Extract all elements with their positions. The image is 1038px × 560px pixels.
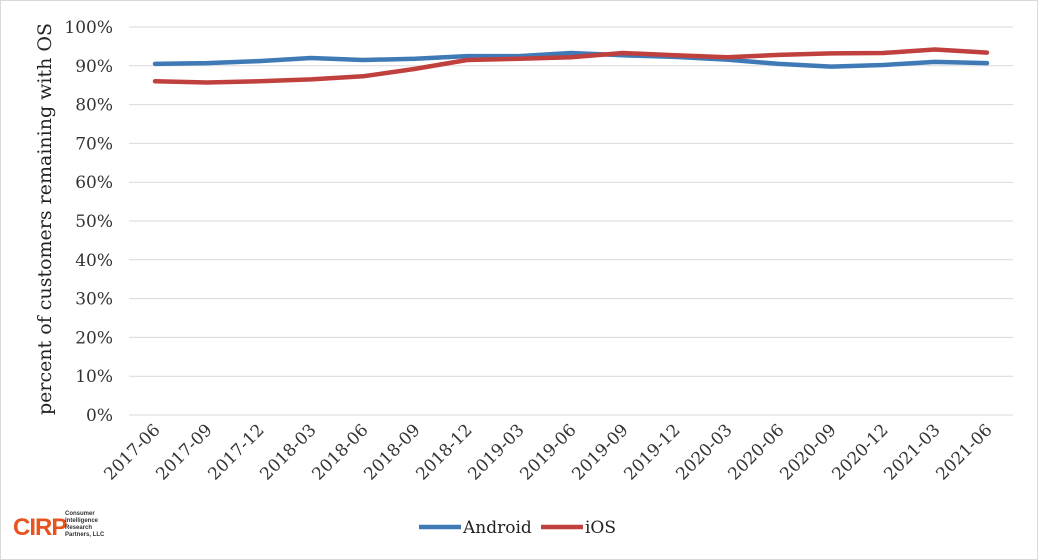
- series-line-android: [152, 50, 990, 69]
- y-tick-label: 60%: [75, 173, 113, 193]
- y-tick-label: 90%: [75, 57, 113, 77]
- y-tick-label: 50%: [75, 212, 113, 232]
- x-tick-label: 2020-03: [672, 420, 736, 484]
- logo-subtext-4: Partners, LLC: [65, 532, 105, 538]
- x-tick-label: 2017-06: [100, 420, 164, 484]
- x-tick-label: 2020-09: [776, 420, 840, 484]
- y-tick-label: 100%: [64, 18, 113, 38]
- logo-subtext-3: Research: [65, 525, 92, 531]
- series-line-ios: [152, 47, 990, 85]
- y-tick-label: 80%: [75, 96, 113, 116]
- y-tick-label: 10%: [75, 367, 113, 387]
- x-tick-label: 2020-12: [828, 420, 892, 484]
- x-tick-label: 2020-06: [724, 420, 788, 484]
- cirp-logo: CIRP Consumer Intelligence Research Part…: [13, 511, 105, 541]
- y-tick-label: 0%: [86, 406, 113, 426]
- x-tick-label: 2018-06: [308, 420, 372, 484]
- x-tick-label: 2018-09: [360, 420, 424, 484]
- x-tick-label: 2021-03: [880, 420, 944, 484]
- logo-text: CIRP: [13, 514, 67, 541]
- x-axis-ticks: 2017-062017-092017-122018-032018-062018-…: [100, 420, 996, 484]
- y-tick-label: 70%: [75, 134, 113, 154]
- y-axis-ticks: 100% 90% 80% 70% 60% 50% 40% 30% 20% 10% 0%: [64, 18, 113, 426]
- x-tick-label: 2019-03: [464, 420, 528, 484]
- x-tick-label: 2017-09: [152, 420, 216, 484]
- legend: Android iOS: [419, 518, 616, 538]
- logo-subtext-1: Consumer: [65, 511, 95, 517]
- y-tick-label: 20%: [75, 328, 113, 348]
- gridlines: [129, 26, 1013, 416]
- x-tick-label: 2019-06: [516, 420, 580, 484]
- x-tick-label: 2017-12: [204, 420, 268, 484]
- x-tick-label: 2018-03: [256, 420, 320, 484]
- x-tick-label: 2019-09: [568, 420, 632, 484]
- x-tick-label: 2019-12: [620, 420, 684, 484]
- x-tick-label: 2018-12: [412, 420, 476, 484]
- y-tick-label: 40%: [75, 251, 113, 271]
- x-tick-label: 2021-06: [932, 420, 996, 484]
- series-lines: [152, 47, 990, 85]
- logo-subtext-2: Intelligence: [65, 518, 99, 524]
- legend-label-ios: iOS: [585, 518, 616, 538]
- legend-label-android: Android: [462, 518, 532, 538]
- y-axis-title: percent of customers remaining with OS: [34, 23, 56, 415]
- y-tick-label: 30%: [75, 290, 113, 310]
